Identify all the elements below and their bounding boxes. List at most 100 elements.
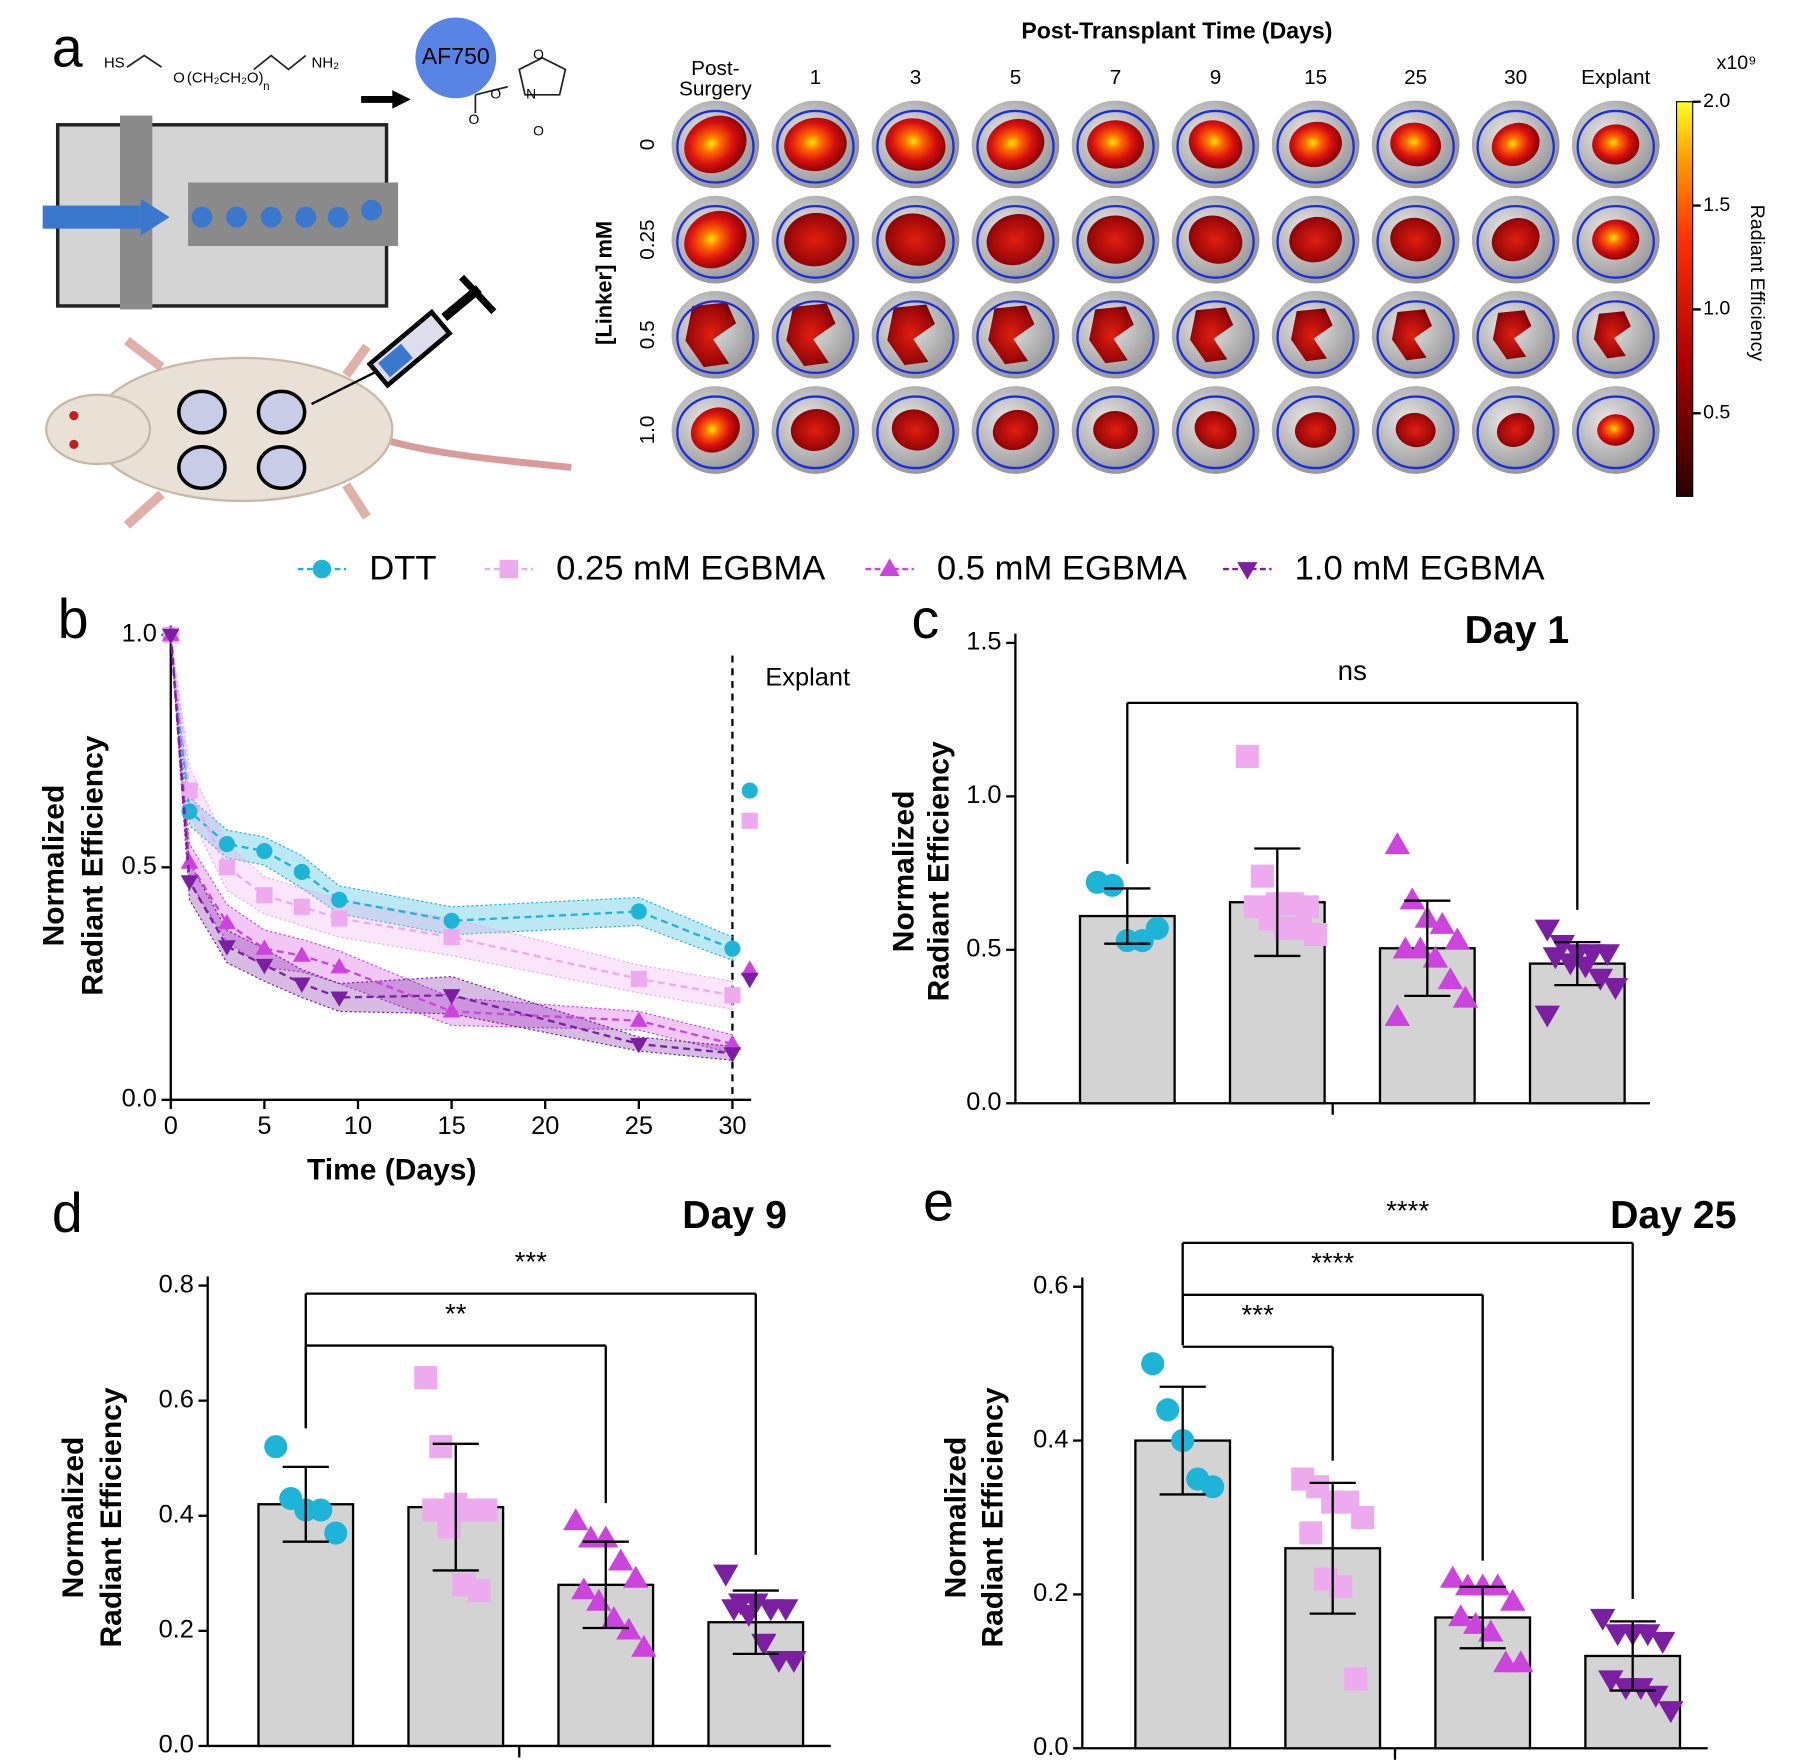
roi-outline — [976, 204, 1055, 279]
roi-outline — [1176, 395, 1255, 470]
roi-outline — [776, 300, 855, 375]
signal-blob — [1087, 120, 1144, 169]
marker — [563, 1508, 589, 1531]
signal-blob — [1391, 309, 1433, 361]
y-axis-label: Radiant Efficiency — [77, 735, 110, 995]
signal-blob — [1496, 413, 1535, 447]
marker — [1429, 911, 1455, 934]
heatmap-title: Post-Transplant Time (Days) — [1021, 18, 1332, 44]
marker — [721, 1599, 747, 1622]
marker — [1351, 1505, 1375, 1530]
marker — [414, 1366, 438, 1390]
y-axis-label: Normalized — [57, 1437, 90, 1599]
y-axis-label: Radiant Efficiency — [95, 1387, 128, 1647]
column-label: 9 — [1210, 66, 1222, 89]
panel-letter: c — [912, 588, 940, 650]
marker — [499, 559, 519, 579]
roi-outline — [776, 395, 855, 470]
marker — [1549, 935, 1575, 957]
panel-letter: e — [923, 1171, 954, 1233]
roi-outline — [1376, 395, 1455, 470]
marker — [180, 853, 199, 869]
signal-blob — [992, 409, 1039, 451]
marker — [630, 970, 647, 987]
marker — [629, 1037, 648, 1054]
roi-outline — [676, 300, 755, 375]
roi-outline — [676, 109, 755, 184]
marker — [1478, 1619, 1504, 1642]
chart-title: Day 25 — [1610, 1193, 1736, 1237]
panel-letter: a — [52, 17, 83, 79]
marker — [1384, 1004, 1410, 1026]
significance-label: *** — [1242, 1299, 1275, 1330]
chem-label: N — [526, 85, 536, 101]
roi-outline — [1276, 109, 1355, 184]
marker — [1422, 945, 1449, 968]
marker — [740, 960, 759, 976]
y-tick-label: 0.5 — [122, 852, 157, 880]
x-axis-label: Time (Days) — [307, 1153, 477, 1186]
marker — [616, 1617, 642, 1640]
roi-outline — [1576, 395, 1655, 470]
row-label: 0.25 — [636, 219, 659, 259]
signal-blob — [1194, 411, 1237, 449]
marker — [324, 1521, 348, 1545]
marker — [723, 1047, 742, 1063]
marker — [442, 1002, 461, 1018]
chart-title: Day 9 — [682, 1193, 787, 1237]
chem-label: n — [263, 81, 269, 93]
roi-outline — [1176, 109, 1255, 184]
colorbar — [1675, 101, 1694, 497]
marker — [713, 1564, 739, 1587]
column-label: 25 — [1404, 66, 1427, 89]
signal-blob — [684, 210, 747, 269]
marker — [879, 558, 900, 576]
colorbar-tick-label: 1.5 — [1703, 194, 1730, 216]
signal-blob — [1087, 215, 1144, 264]
y-axis-label: Normalized — [940, 1437, 973, 1599]
marker — [1452, 985, 1479, 1008]
roi-outline — [876, 109, 955, 184]
row-axis-label: [Linker] mM — [592, 221, 617, 345]
roi-outline — [1376, 109, 1455, 184]
marker — [1329, 1575, 1353, 1599]
signal-blob — [685, 302, 737, 368]
marker — [218, 913, 236, 930]
y-axis-label: Radiant Efficiency — [977, 1387, 1010, 1647]
y-tick-label: 0.4 — [159, 1500, 194, 1528]
marker — [1237, 562, 1258, 580]
marker — [293, 863, 310, 881]
marker — [723, 1034, 742, 1051]
marker — [1201, 1475, 1225, 1499]
y-tick-label: 0.4 — [1033, 1425, 1068, 1453]
roi-outline — [876, 204, 955, 279]
signal-blob — [1188, 120, 1243, 169]
x-tick-label: 25 — [625, 1112, 653, 1140]
y-axis-label: Normalized — [37, 785, 70, 947]
y-tick-label: 0.6 — [159, 1385, 194, 1413]
signal-blob — [1089, 306, 1134, 364]
y-tick-label: 0.0 — [966, 1088, 1001, 1116]
marker — [255, 939, 274, 955]
column-label: Post- — [691, 57, 739, 80]
marker — [1100, 873, 1124, 897]
roi-outline — [876, 300, 955, 375]
device-illustration — [42, 17, 567, 310]
marker — [331, 910, 348, 927]
signal-blob — [1593, 311, 1631, 359]
roi-outline — [676, 204, 755, 279]
roi-outline — [976, 300, 1055, 375]
marker — [161, 628, 180, 645]
row-label: 0.5 — [636, 320, 659, 349]
marker — [292, 977, 311, 993]
roi-outline — [1376, 300, 1455, 375]
marker — [1156, 1398, 1180, 1422]
marker — [773, 1599, 799, 1622]
signal-blob — [988, 305, 1035, 365]
marker — [1594, 944, 1620, 967]
significance-label: **** — [1311, 1247, 1354, 1278]
y-axis-label: Normalized — [888, 790, 921, 952]
marker — [724, 940, 741, 957]
marker — [331, 891, 348, 908]
signal-blob — [1093, 411, 1138, 449]
